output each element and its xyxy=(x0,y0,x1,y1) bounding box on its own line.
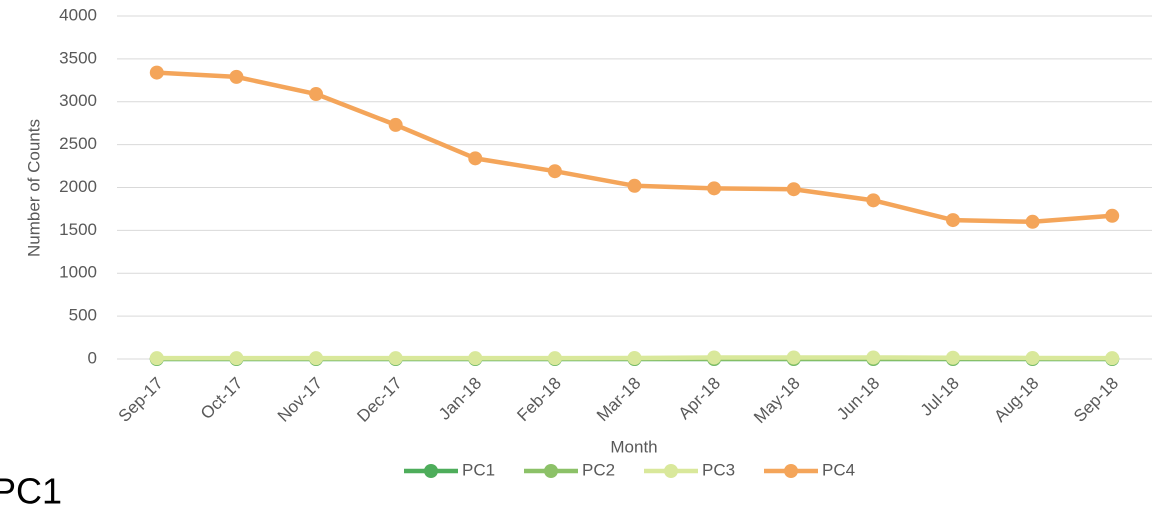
y-axis-label: Number of Counts xyxy=(24,119,43,257)
x-tick-label: Apr-18 xyxy=(675,374,725,424)
legend-label: PC4 xyxy=(822,460,855,479)
x-axis-label: Month xyxy=(610,437,657,456)
marker xyxy=(1025,350,1040,365)
marker xyxy=(229,351,244,366)
marker xyxy=(547,164,562,179)
y-tick-label: 0 xyxy=(88,348,97,367)
legend-marker xyxy=(784,464,798,478)
x-tick-label: Jun-18 xyxy=(833,374,883,424)
x-tick-label: Aug-18 xyxy=(990,374,1042,426)
marker xyxy=(866,350,881,365)
x-tick-label: Feb-18 xyxy=(513,374,565,426)
x-tick-label: Nov-17 xyxy=(274,374,326,426)
x-tick-label: Jul-18 xyxy=(917,374,963,420)
y-tick-label: 4000 xyxy=(59,5,97,24)
page-label: PC1 xyxy=(0,471,62,511)
x-tick-label: Mar-18 xyxy=(593,374,645,426)
marker xyxy=(866,193,881,208)
marker xyxy=(547,351,562,366)
legend-marker xyxy=(664,464,678,478)
marker xyxy=(1105,351,1120,366)
marker xyxy=(627,350,642,365)
y-tick-label: 1500 xyxy=(59,220,97,239)
marker xyxy=(388,117,403,132)
legend-label: PC1 xyxy=(462,460,495,479)
x-tick-label: Jan-18 xyxy=(435,374,485,424)
x-tick-label: Dec-17 xyxy=(353,374,405,426)
y-tick-label: 500 xyxy=(69,306,97,325)
marker xyxy=(1025,214,1040,229)
y-tick-label: 2000 xyxy=(59,177,97,196)
marker xyxy=(786,182,801,197)
x-tick-label: Oct-17 xyxy=(197,374,247,424)
marker xyxy=(627,178,642,193)
x-tick-label: Sep-18 xyxy=(1070,374,1122,426)
marker xyxy=(1105,208,1120,223)
marker xyxy=(309,351,324,366)
marker xyxy=(468,151,483,166)
y-tick-label: 3500 xyxy=(59,48,97,67)
legend-label: PC3 xyxy=(702,460,735,479)
marker xyxy=(468,351,483,366)
x-tick-label: May-18 xyxy=(750,374,804,428)
legend-marker xyxy=(544,464,558,478)
marker xyxy=(309,87,324,102)
marker xyxy=(707,181,722,196)
y-tick-label: 2500 xyxy=(59,134,97,153)
y-tick-label: 1000 xyxy=(59,263,97,282)
x-tick-label: Sep-17 xyxy=(115,374,167,426)
marker xyxy=(229,69,244,84)
series-line xyxy=(156,70,1113,225)
marker xyxy=(707,350,722,365)
marker xyxy=(149,65,164,80)
marker xyxy=(786,350,801,365)
marker xyxy=(388,351,403,366)
marker xyxy=(945,350,960,365)
marker xyxy=(945,213,960,228)
legend-marker xyxy=(424,464,438,478)
legend-label: PC2 xyxy=(582,460,615,479)
y-tick-label: 3000 xyxy=(59,91,97,110)
marker xyxy=(149,351,164,366)
